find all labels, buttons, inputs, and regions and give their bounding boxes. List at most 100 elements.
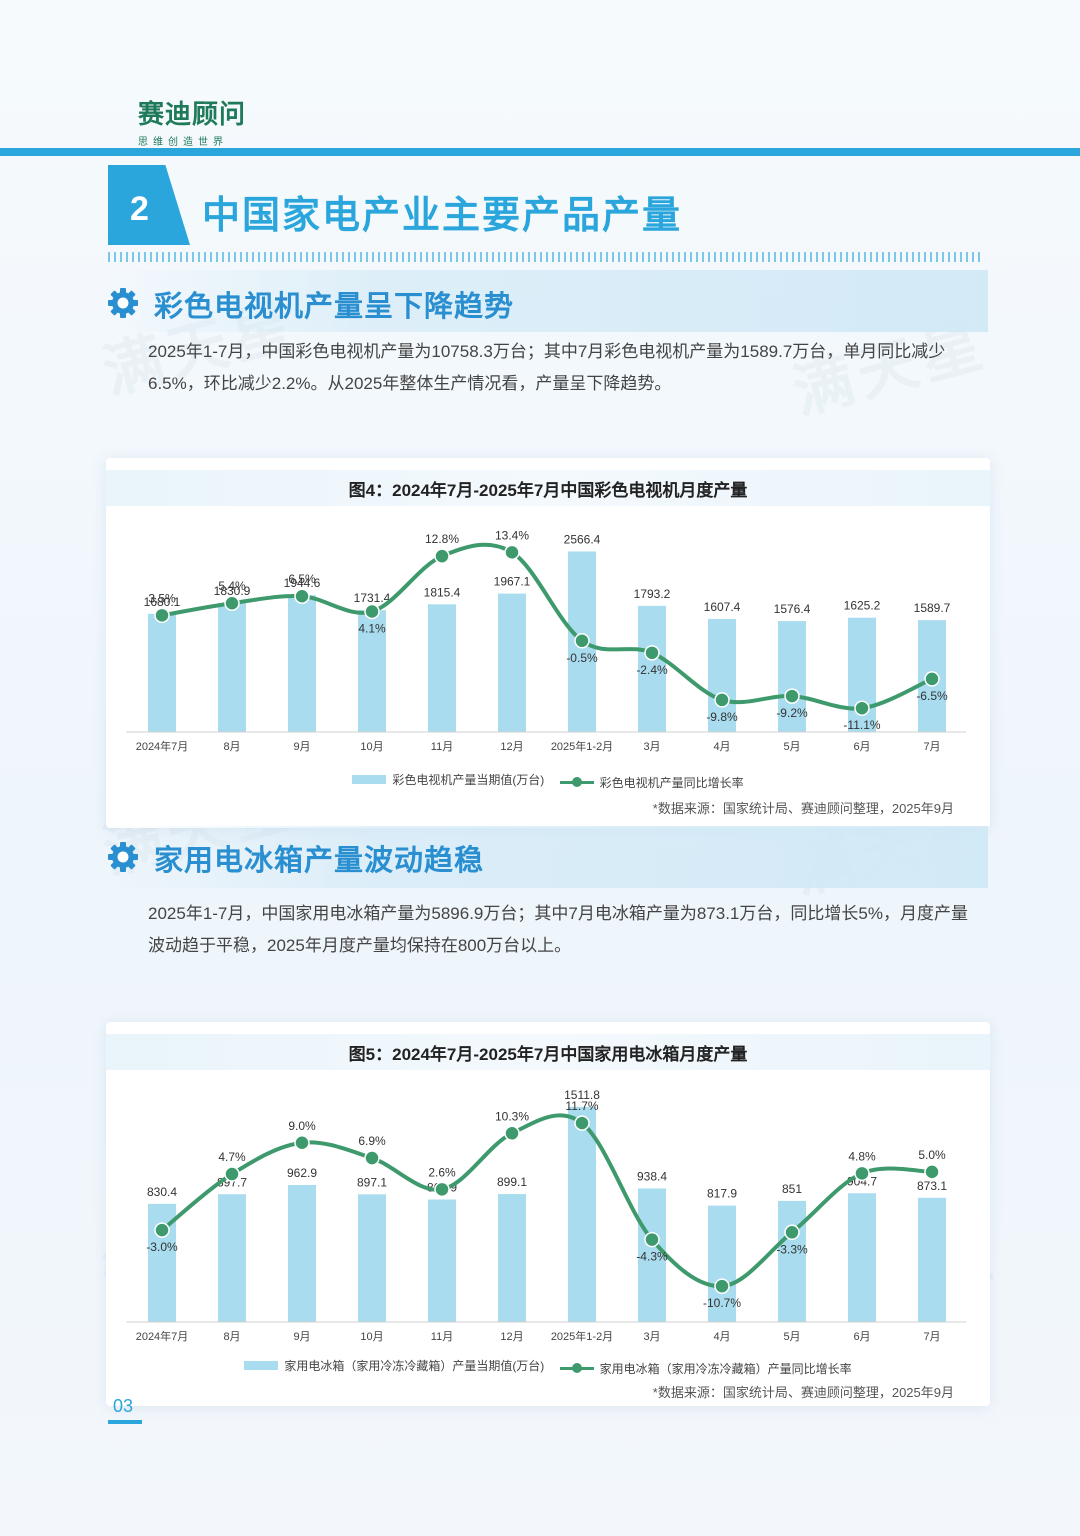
growth-rate-label: -6.5%	[916, 689, 948, 703]
chart-title-band	[106, 1034, 990, 1070]
x-tick-label: 2025年1-2月	[551, 739, 613, 753]
growth-point	[504, 1125, 520, 1142]
fridge-chart-legend: 家用电冰箱（家用冷冻冷藏箱）产量当期值(万台) 家用电冰箱（家用冷冻冷藏箱）产量…	[106, 1357, 990, 1377]
x-tick-label: 4月	[713, 1331, 730, 1343]
chart-bar	[498, 593, 526, 732]
growth-point	[714, 1278, 730, 1294]
bar-value-label: 899.1	[497, 1175, 527, 1189]
growth-rate-label: 12.8%	[425, 532, 459, 546]
legend-item-bar: 家用电冰箱（家用冷冻冷藏箱）产量当期值(万台)	[244, 1357, 544, 1374]
chart-bar	[358, 1194, 386, 1322]
bar-value-label: 851	[782, 1182, 802, 1196]
x-tick-label: 8月	[223, 741, 240, 753]
growth-line	[161, 542, 933, 711]
x-tick-label: 7月	[923, 741, 940, 753]
gear-icon	[108, 288, 138, 318]
growth-rate-label: 4.7%	[218, 1150, 246, 1164]
legend-item-line: 家用电冰箱（家用冷冻冷藏箱）产量同比增长率	[559, 1360, 852, 1377]
tv-subtitle: 彩色电视机产量呈下降趋势	[154, 291, 515, 323]
growth-point	[644, 645, 660, 661]
growth-point	[854, 700, 870, 716]
page-number-underline	[108, 1420, 142, 1424]
growth-rate-label: 4.8%	[848, 1149, 876, 1163]
x-tick-label: 6月	[853, 741, 870, 753]
logo-tagline: 思维创造世界	[138, 137, 228, 148]
chart-bar	[778, 621, 806, 732]
bar-value-label: 873.1	[917, 1179, 947, 1193]
growth-point	[854, 1165, 870, 1182]
growth-point	[364, 1150, 380, 1166]
growth-rate-label: -11.1%	[843, 718, 880, 732]
legend-line-label: 彩色电视机产量同比增长率	[599, 776, 744, 790]
tv-chart-card: 图4：2024年7月-2025年7月中国彩色电视机月度产量 1680.1 1830…	[106, 458, 990, 828]
subsection-band	[108, 826, 988, 888]
growth-line	[160, 1113, 933, 1289]
tv-chart-legend: 彩色电视机产量当期值(万台) 彩色电视机产量同比增长率	[106, 771, 990, 791]
chart-bar	[428, 604, 456, 732]
section-divider	[108, 252, 984, 262]
fridge-chart-title: 图5：2024年7月-2025年7月中国家用电冰箱月度产量	[348, 1045, 748, 1064]
x-tick-label: 2024年7月	[136, 739, 189, 753]
growth-point	[294, 588, 310, 604]
growth-rate-label: 13.4%	[495, 528, 529, 542]
legend-bar-label: 家用电冰箱（家用冷冻冷藏箱）产量当期值(万台)	[284, 1359, 545, 1373]
chart-bar	[498, 1194, 526, 1322]
chart-bar	[428, 1199, 456, 1322]
fridge-chart-card: 图5：2024年7月-2025年7月中国家用电冰箱月度产量 830.4 897.7…	[106, 1022, 990, 1406]
growth-point	[644, 1231, 660, 1248]
growth-rate-label: 10.3%	[495, 1109, 529, 1123]
x-tick-label: 5月	[783, 741, 800, 753]
bar-value-label: 897.1	[357, 1175, 387, 1189]
growth-rate-label: 6.5%	[288, 572, 316, 586]
legend-item-line: 彩色电视机产量同比增长率	[559, 774, 744, 791]
growth-rate-label: 5.0%	[918, 1148, 946, 1162]
bar-value-label: 1625.2	[844, 599, 881, 613]
x-tick-label: 5月	[783, 1331, 800, 1343]
growth-rate-label: -0.5%	[566, 651, 598, 665]
chart-bar	[638, 1188, 666, 1322]
growth-point	[154, 607, 170, 624]
chart-bar	[568, 1106, 596, 1322]
chart-bar	[918, 1197, 946, 1322]
fridge-subtitle: 家用电冰箱产量波动趋稳	[154, 845, 485, 877]
bar-value-label: 1576.4	[774, 602, 811, 616]
growth-point	[224, 1166, 240, 1182]
chart-bar	[218, 1194, 246, 1322]
x-tick-label: 10月	[360, 1331, 383, 1343]
growth-rate-label: 9.0%	[288, 1119, 316, 1133]
x-tick-label: 10月	[360, 741, 383, 753]
legend-bar-swatch	[352, 775, 387, 784]
x-tick-label: 4月	[713, 741, 730, 753]
legend-bar-label: 彩色电视机产量当期值(万台)	[392, 773, 545, 787]
section-title: 中国家电产业主要产品产量	[202, 195, 683, 237]
chart-title-band	[106, 470, 990, 506]
chart-bar	[708, 618, 736, 732]
section-number-badge	[108, 165, 190, 245]
chart-bar	[778, 1200, 806, 1322]
x-tick-label: 12月	[500, 741, 523, 753]
growth-rate-label: -3.0%	[146, 1240, 178, 1254]
x-tick-label: 2024年7月	[136, 1329, 189, 1343]
legend-line-label: 家用电冰箱（家用冷冻冷藏箱）产量同比增长率	[599, 1362, 852, 1376]
growth-point	[574, 633, 590, 649]
growth-rate-label: -2.4%	[636, 663, 668, 677]
bar-value-label: 1967.1	[494, 575, 531, 589]
x-tick-label: 9月	[293, 741, 310, 753]
growth-point	[924, 1164, 940, 1180]
growth-point	[924, 671, 940, 687]
growth-rate-label: -10.7%	[703, 1296, 741, 1310]
bar-value-label: 1944.6	[284, 576, 321, 590]
growth-rate-label: 2.6%	[428, 1165, 456, 1179]
subsection-band	[108, 270, 988, 332]
bar-value-label: 1511.8	[564, 1088, 600, 1102]
legend-item-bar: 彩色电视机产量当期值(万台)	[352, 771, 544, 788]
bar-value-label: 1607.4	[704, 600, 741, 614]
growth-point	[784, 688, 800, 704]
x-tick-label: 12月	[500, 1331, 523, 1343]
x-tick-label: 3月	[643, 741, 660, 753]
bar-value-label: 817.9	[707, 1187, 737, 1201]
logo-name: 赛迪顾问	[138, 100, 247, 129]
bar-value-label: 1731.4	[354, 591, 391, 605]
tv-paragraph: 2025年1-7月，中国彩色电视机产量为10758.3万台；其中7月彩色电视机产…	[148, 342, 946, 393]
bar-value-label: 1589.7	[914, 601, 951, 615]
